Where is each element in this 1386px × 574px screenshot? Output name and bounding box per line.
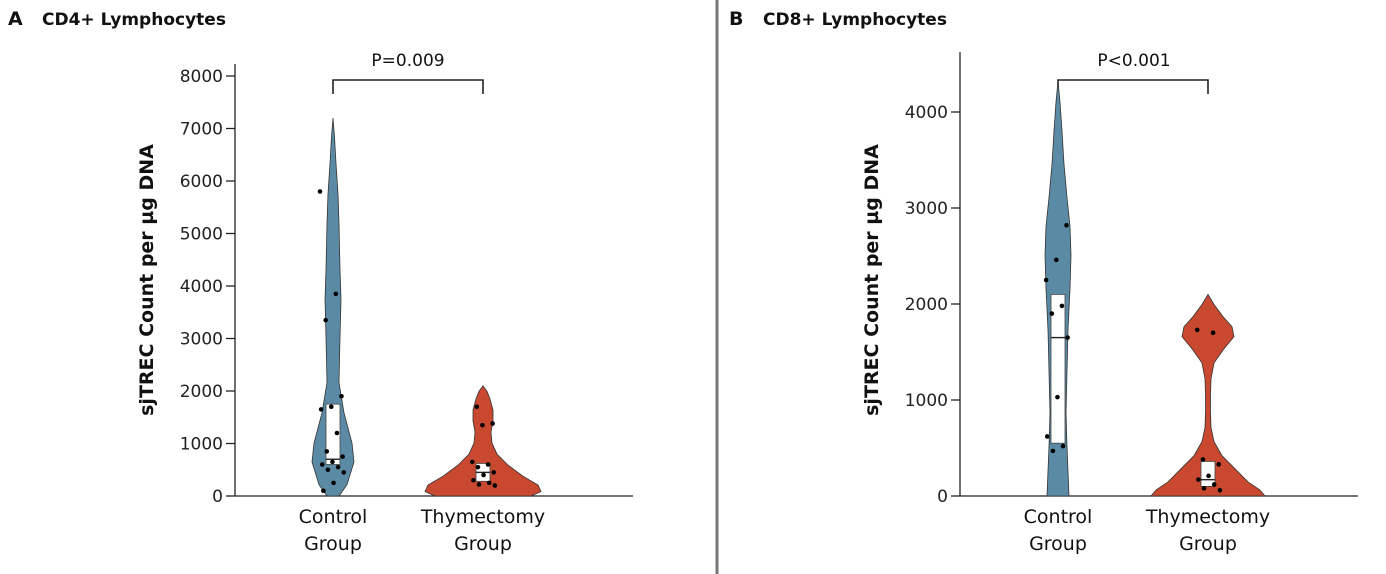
data-point [321,488,326,494]
data-point [325,467,331,473]
panel-b-p-value: P<0.001 [1097,51,1170,71]
data-point [481,472,486,478]
panel-b-plot: 0 1000 2000 3000 4000 Control Group Thymectomy G… [905,52,1358,555]
data-point [486,480,492,486]
data-point [319,462,325,467]
data-point [331,480,336,486]
y-tick-label: 7000 [180,120,223,140]
panel-a-letter: A [8,8,23,30]
y-tick-label: 2000 [180,382,223,402]
data-point [1064,222,1069,228]
x-category-label: Thymectomy [1145,506,1270,528]
y-tick-label: 4000 [905,103,948,123]
data-point [323,317,328,323]
panel-b-title: CD8+ Lymphocytes [763,10,947,30]
data-point [1200,457,1206,462]
y-tick-label: 1000 [905,391,948,411]
data-point [1206,473,1211,479]
data-point [474,404,480,410]
data-point [1050,448,1056,454]
box-iqr [1050,293,1066,444]
data-point [330,459,335,465]
data-point [1194,327,1200,333]
data-point [334,430,340,436]
data-point [318,407,324,412]
data-point [471,477,476,483]
data-point [469,459,475,465]
data-point [1055,394,1060,400]
data-point [1210,330,1216,336]
panel-b-y-axis-label: sjTREC Count per µg DNA [861,144,883,416]
data-point [1060,443,1066,449]
y-tick-label: 2000 [905,295,948,315]
data-point [1049,311,1055,316]
significance-bracket [1057,79,1209,94]
panel-a-title: CD4+ Lymphocytes [42,10,226,30]
y-tick-label: 5000 [180,225,223,245]
panel-a-y-axis-label: sjTREC Count per µg DNA [136,144,158,416]
y-tick-label: 0 [212,487,223,507]
significance-bracket [332,79,484,94]
data-point [341,470,347,475]
data-point [485,462,491,467]
panel-a-p-value: P=0.009 [371,51,444,71]
y-tick-label: 8000 [180,67,223,87]
data-point [492,483,498,488]
data-point [480,422,485,428]
x-category-label: Control [1024,506,1093,528]
data-point [324,449,330,454]
violin-thymectomy [1150,293,1266,497]
y-tick-label: 6000 [180,172,223,192]
y-tick-label: 3000 [905,199,948,219]
x-category-label: Group [304,533,362,555]
data-point [1196,477,1201,482]
x-category-label: Group [454,533,512,555]
data-point [1065,335,1070,340]
panel-b-letter: B [729,8,743,30]
data-point [333,291,339,297]
x-category-label: Group [1029,533,1087,555]
data-point [1216,462,1222,467]
y-tick-label: 0 [937,487,948,507]
y-tick-label: 4000 [180,277,223,297]
violin-thymectomy [424,385,542,497]
x-category-label: Thymectomy [420,506,545,528]
data-point [475,464,481,470]
data-point [1217,487,1223,493]
data-point [1044,434,1050,439]
data-point [1211,482,1217,487]
data-point [340,454,345,459]
data-point [1054,257,1059,263]
data-point [335,464,341,470]
data-point [329,404,334,410]
data-point [1201,486,1207,491]
data-point [476,482,482,487]
y-tick-label: 3000 [180,330,223,350]
panel-a-plot: 0 1000 2000 3000 4000 5000 6000 7000 8000 Control… [180,64,633,555]
data-point [490,421,495,426]
x-category-label: Group [1179,533,1237,555]
data-point [339,393,344,399]
data-point [1043,277,1049,283]
data-point [1059,303,1065,309]
data-point [317,189,323,194]
x-category-label: Control [299,506,368,528]
data-point [491,470,497,475]
box-iqr [325,403,341,465]
y-tick-label: 1000 [180,435,223,455]
